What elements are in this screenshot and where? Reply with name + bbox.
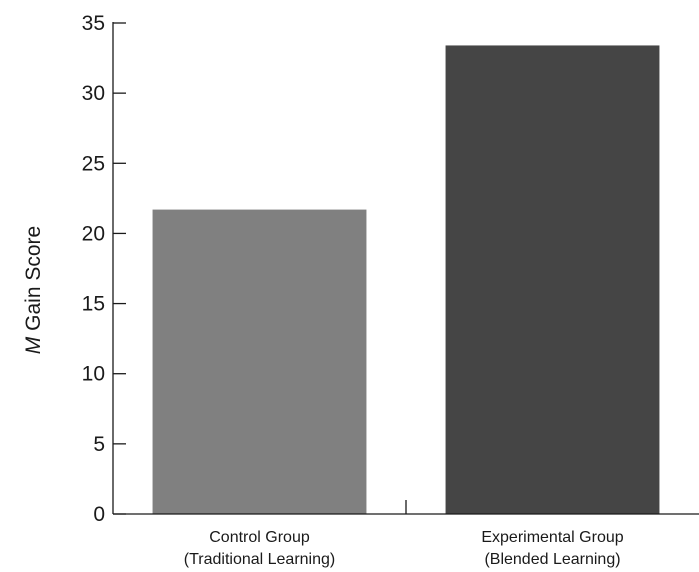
y-axis-title-text: Gain Score: [22, 226, 45, 337]
y-tick-label: 0: [93, 503, 105, 526]
y-tick-label: 25: [82, 152, 105, 175]
y-tick-label: 10: [82, 363, 105, 386]
y-axis: 0 5 10 15 20 25 30 35: [82, 12, 126, 526]
bar: [445, 45, 660, 515]
x-category-label: Experimental Group: [481, 529, 623, 546]
x-category-label: (Blended Learning): [484, 551, 620, 568]
y-tick-label: 30: [82, 82, 105, 105]
x-category-label: Control Group: [209, 529, 310, 546]
x-category-label: (Traditional Learning): [184, 551, 335, 568]
bar: [152, 209, 367, 514]
y-tick-label: 35: [82, 12, 105, 35]
bars: [152, 45, 660, 515]
y-tick-label: 20: [82, 222, 105, 245]
y-axis-title: M Gain Score: [22, 226, 45, 354]
x-axis: Control Group (Traditional Learning) Exper…: [113, 500, 699, 568]
y-tick-label: 15: [82, 293, 105, 316]
y-axis-title-italic: M: [22, 336, 45, 354]
y-tick-label: 5: [93, 433, 105, 456]
